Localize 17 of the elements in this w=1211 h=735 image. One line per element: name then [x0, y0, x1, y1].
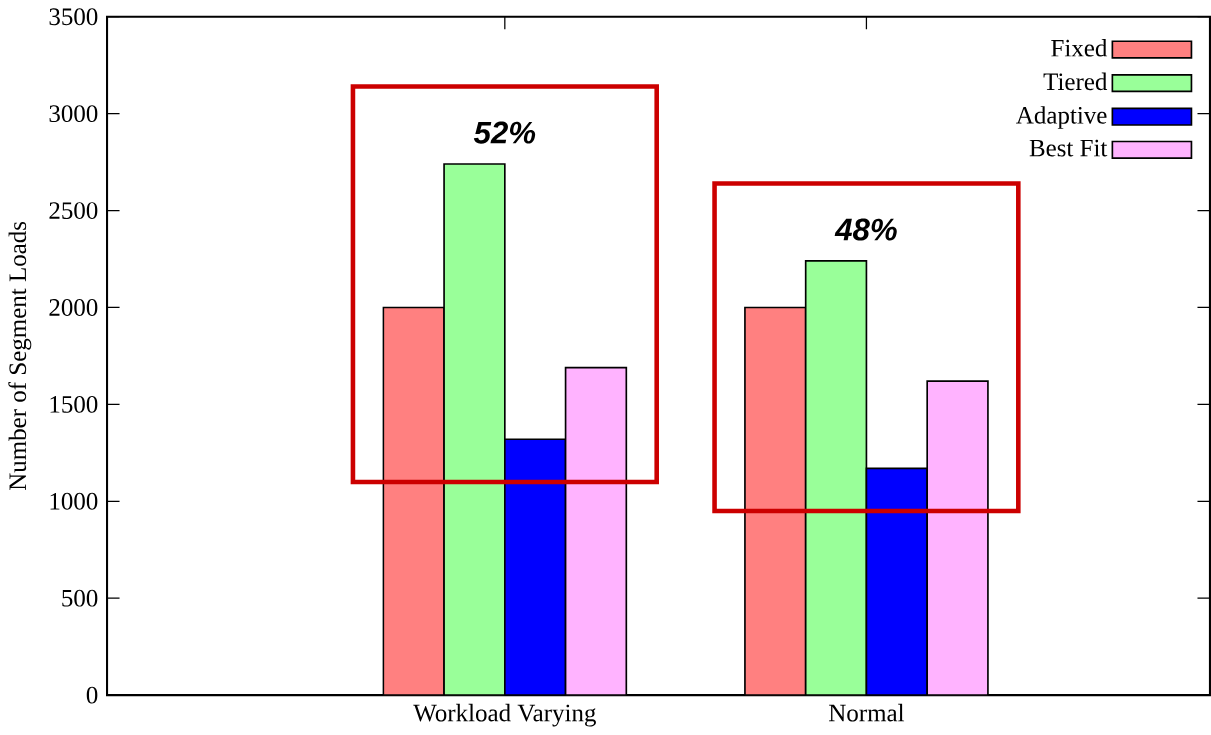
legend-label: Best Fit	[1029, 139, 1108, 157]
annotation: 48%	[834, 218, 897, 241]
legend-label: Fixed	[1051, 39, 1108, 57]
y-axis-title: Number of Segment Loads	[8, 221, 32, 491]
y-tick-label: 0	[86, 686, 98, 704]
y-tick-label: 1000	[50, 492, 98, 510]
y-tick-label: 1500	[50, 396, 98, 413]
y-tick-label: 3000	[49, 105, 98, 123]
y-tick-label: 3500	[49, 8, 98, 26]
y-tick-label: 2500	[49, 202, 98, 220]
x-tick-label: Workload Varying	[413, 703, 596, 727]
y-tick-label: 500	[62, 589, 98, 607]
annotation: 52%	[473, 121, 536, 144]
y-tick-label: 2000	[49, 299, 98, 316]
x-tick-label: Normal	[829, 703, 905, 722]
legend-label: Adaptive	[1016, 106, 1107, 129]
legend-label: Tiered	[1043, 72, 1108, 91]
